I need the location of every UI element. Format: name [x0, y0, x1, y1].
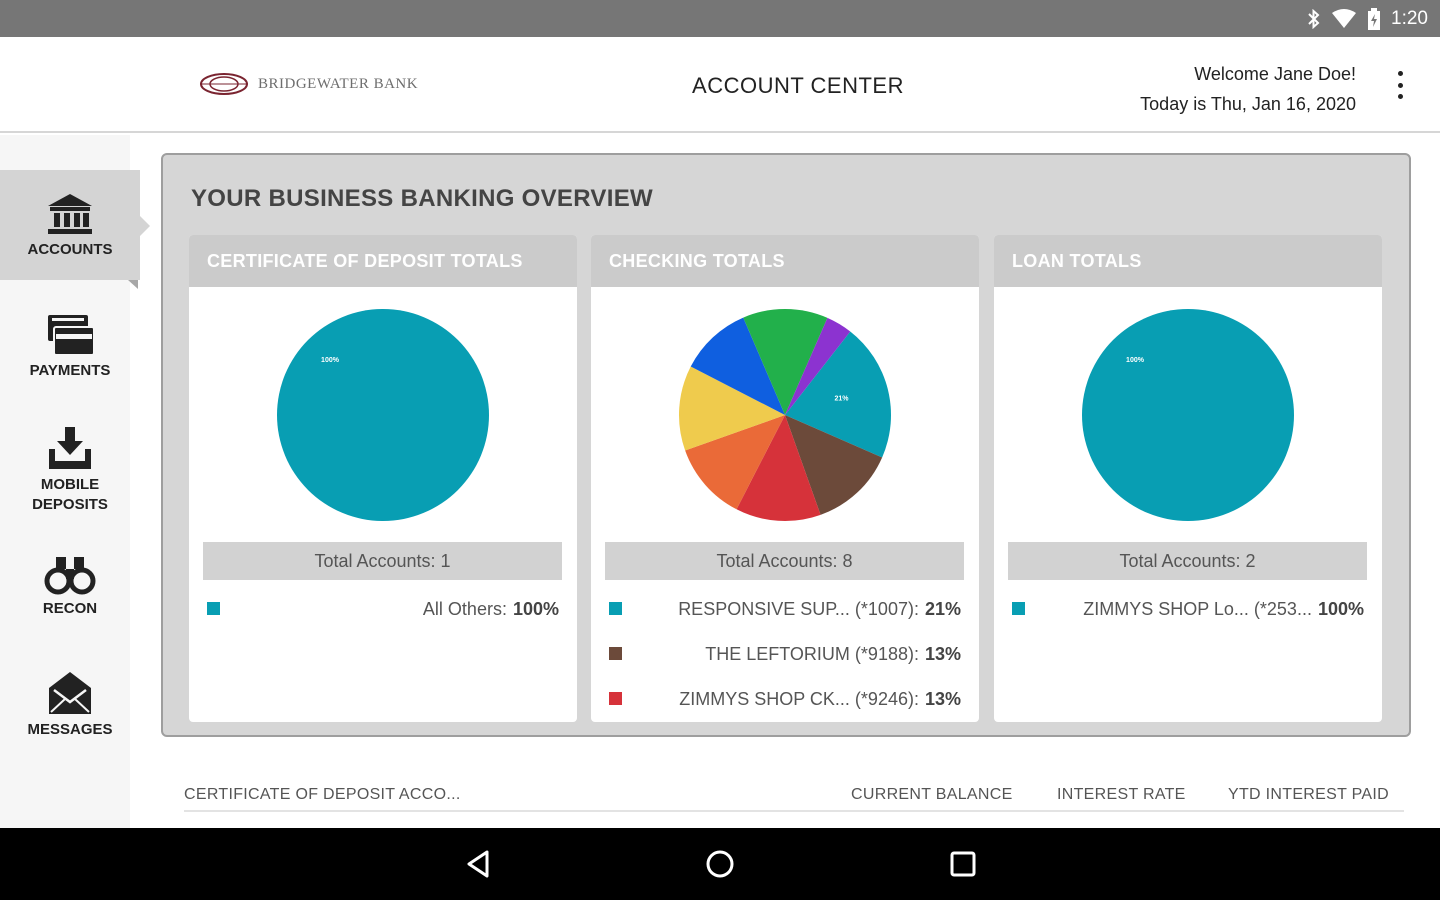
- sidebar-item-recon[interactable]: RECON: [0, 555, 140, 635]
- logo-text: BRIDGEWATER BANK: [258, 75, 419, 92]
- recents-icon[interactable]: [943, 848, 983, 880]
- overview-panel: YOUR BUSINESS BANKING OVERVIEW CERTIFICA…: [161, 153, 1411, 737]
- cd-pie-chart[interactable]: 100%: [275, 307, 491, 523]
- pie-slice[interactable]: [685, 415, 785, 510]
- legend-item[interactable]: ZIMMYS SHOP CK... (*9246): 13%: [609, 677, 961, 722]
- checking-totals-card[interactable]: CHECKING TOTALS 21% Total Accounts: 8 RE…: [591, 235, 979, 722]
- system-nav-bar: [0, 828, 1440, 900]
- more-vertical-icon[interactable]: [1394, 71, 1406, 99]
- envelope-icon: [49, 672, 91, 714]
- legend-name: ZIMMYS SHOP CK... (*9246):: [679, 689, 919, 709]
- pie-data-label: 21%: [834, 396, 849, 403]
- sidebar-item-accounts[interactable]: ACCOUNTS: [0, 170, 150, 289]
- battery-icon: [1368, 8, 1381, 30]
- pie-slice[interactable]: [785, 331, 891, 458]
- column-header-current-balance[interactable]: CURRENT BALANCE: [851, 786, 1013, 803]
- legend-item[interactable]: All Others: 100%: [207, 587, 559, 632]
- bank-icon: [48, 194, 92, 234]
- pie-slice[interactable]: [785, 317, 851, 415]
- pie-slice[interactable]: [690, 317, 785, 415]
- legend-swatch: [609, 602, 622, 615]
- logo-emblem-icon: [200, 73, 248, 95]
- bluetooth-icon: [1308, 9, 1320, 29]
- sidebar-item-mobile-deposits[interactable]: MOBILE DEPOSITS: [0, 425, 140, 515]
- binoculars-icon: [44, 557, 96, 595]
- pie-data-label: 100%: [1126, 357, 1145, 364]
- total-accounts: Total Accounts: 1: [203, 542, 562, 580]
- welcome-text: Welcome Jane Doe!: [1194, 64, 1356, 84]
- date-text: Today is Thu, Jan 16, 2020: [1140, 94, 1356, 114]
- cd-table-header: CERTIFICATE OF DEPOSIT ACCO... CURRENT B…: [130, 770, 1440, 828]
- legend-swatch: [609, 647, 622, 660]
- cd-totals-card[interactable]: CERTIFICATE OF DEPOSIT TOTALS 100% Total…: [189, 235, 577, 722]
- legend-pct: 13%: [924, 689, 961, 709]
- loan-pie-chart[interactable]: 100%: [1080, 307, 1296, 523]
- column-header-ytd-interest[interactable]: YTD INTEREST PAID: [1228, 786, 1389, 803]
- sidebar-item-label: MESSAGES: [27, 721, 113, 738]
- chart-legend: RESPONSIVE SUP... (*1007): 21% THE LEFTOR…: [609, 587, 961, 722]
- pie-slice[interactable]: [277, 309, 489, 521]
- pie-slice[interactable]: [1082, 309, 1294, 521]
- card-title: LOAN TOTALS: [994, 235, 1382, 287]
- checking-pie-chart[interactable]: 21%: [677, 307, 893, 523]
- wifi-icon: [1332, 9, 1357, 28]
- column-header-interest-rate[interactable]: INTEREST RATE: [1057, 786, 1186, 803]
- welcome-block: Welcome Jane Doe! Today is Thu, Jan 16, …: [1140, 59, 1356, 119]
- legend-pct: 21%: [924, 599, 961, 619]
- sidebar-item-label: PAYMENTS: [29, 362, 111, 379]
- total-accounts: Total Accounts: 8: [605, 542, 964, 580]
- status-icons: 1:20: [1307, 6, 1428, 32]
- sidebar-item-payments[interactable]: PAYMENTS: [0, 313, 140, 393]
- legend-pct: 13%: [924, 644, 961, 664]
- legend-swatch: [609, 692, 622, 705]
- chart-legend: ZIMMYS SHOP Lo... (*253... 100%: [1012, 587, 1364, 632]
- sidebar-item-messages[interactable]: MESSAGES: [0, 670, 140, 750]
- divider: [184, 810, 1404, 812]
- legend-swatch: [207, 602, 220, 615]
- back-icon[interactable]: [458, 848, 498, 880]
- card-title: CERTIFICATE OF DEPOSIT TOTALS: [189, 235, 577, 287]
- sidebar: ACCOUNTS PAYMENTS MOBILE DEPOSITS RECON: [0, 135, 150, 828]
- legend-name: ZIMMYS SHOP Lo... (*253...: [1083, 599, 1312, 619]
- overview-title: YOUR BUSINESS BANKING OVERVIEW: [191, 185, 653, 212]
- legend-name: RESPONSIVE SUP... (*1007):: [678, 599, 919, 619]
- legend-item[interactable]: THE LEFTORIUM (*9188): 13%: [609, 632, 961, 677]
- legend-name: THE LEFTORIUM (*9188):: [705, 644, 919, 664]
- bank-logo[interactable]: BRIDGEWATER BANK: [198, 71, 418, 97]
- legend-swatch: [1012, 602, 1025, 615]
- legend-item[interactable]: ZIMMYS SHOP Lo... (*253... 100%: [1012, 587, 1364, 632]
- sidebar-item-label: ACCOUNTS: [27, 241, 113, 258]
- status-bar: 1:20: [0, 0, 1440, 37]
- legend-name: All Others:: [422, 599, 507, 619]
- pie-slice[interactable]: [785, 415, 883, 515]
- app-header: BRIDGEWATER BANK ACCOUNT CENTER Welcome …: [0, 37, 1440, 133]
- legend-item[interactable]: RESPONSIVE SUP... (*1007): 21%: [609, 587, 961, 632]
- pie-slice[interactable]: [736, 415, 821, 522]
- pie-slice[interactable]: [678, 366, 785, 451]
- pie-slice[interactable]: [743, 309, 828, 415]
- legend-pct: 100%: [1317, 599, 1364, 619]
- credit-card-icon: [48, 315, 95, 356]
- status-time: 1:20: [1391, 8, 1428, 29]
- sidebar-item-label: RECON: [42, 600, 98, 617]
- card-title: CHECKING TOTALS: [591, 235, 979, 287]
- home-icon[interactable]: [700, 848, 740, 880]
- loan-totals-card[interactable]: LOAN TOTALS 100% Total Accounts: 2 ZIMMY…: [994, 235, 1382, 722]
- pie-data-label: 100%: [321, 357, 340, 364]
- sidebar-item-label: MOBILE DEPOSITS: [32, 476, 108, 513]
- chart-legend: All Others: 100%: [207, 587, 559, 632]
- page-title: ACCOUNT CENTER: [692, 73, 904, 98]
- total-accounts: Total Accounts: 2: [1008, 542, 1367, 580]
- legend-pct: 100%: [512, 599, 559, 619]
- download-tray-icon: [49, 427, 91, 469]
- column-header-cd-account[interactable]: CERTIFICATE OF DEPOSIT ACCO...: [184, 786, 461, 803]
